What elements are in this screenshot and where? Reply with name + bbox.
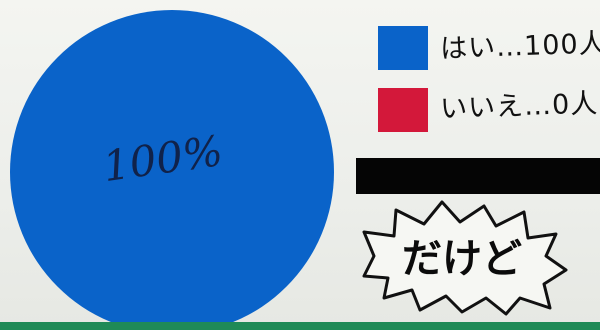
bottom-strip [0,322,600,330]
legend-swatch-yes [378,26,428,70]
legend-swatch-no [378,88,428,132]
pie-slice-0 [10,10,334,330]
legend-label-no: いいえ…0人 [439,88,599,125]
legend-label-yes: はい…100人 [439,28,600,65]
callout-text: だけど [402,236,522,282]
callout-burst: だけど [362,200,568,316]
arrow-bar [356,158,600,194]
pie-chart: 100% [10,10,334,330]
